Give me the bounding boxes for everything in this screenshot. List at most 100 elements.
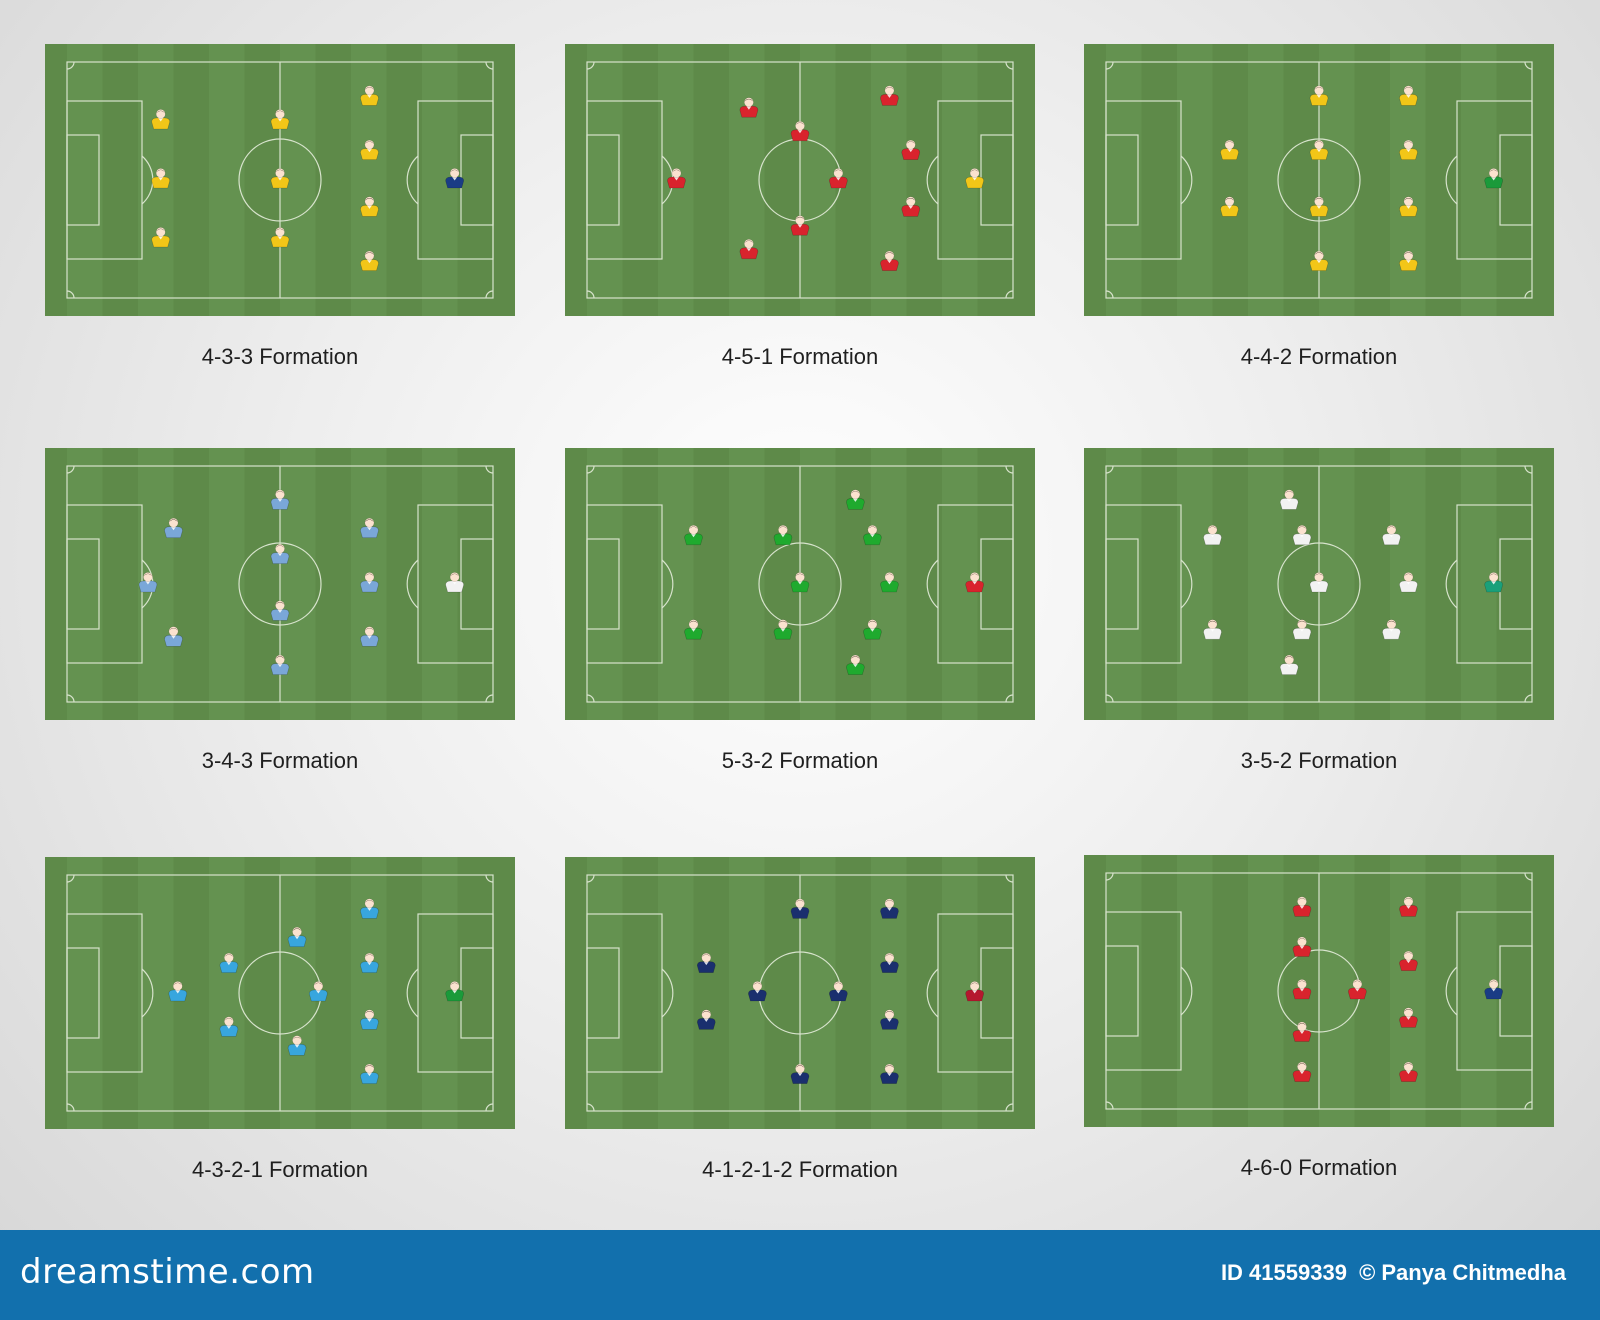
player-collar <box>972 581 978 585</box>
corner-arc <box>1005 465 1014 474</box>
player-collar <box>277 663 283 668</box>
player-hair <box>1314 573 1324 577</box>
player-marker <box>880 952 899 973</box>
player-marker <box>151 168 171 189</box>
player-collar <box>780 628 786 632</box>
player-hair <box>1297 1023 1307 1026</box>
formation-title: 4-5-1 Formation <box>721 344 879 369</box>
player-marker <box>901 196 921 217</box>
player-marker <box>1203 619 1222 640</box>
player-marker <box>880 1009 899 1030</box>
formation-title: 3-4-3 Formation <box>201 748 359 773</box>
player-collar <box>1405 1016 1411 1020</box>
corner-arc <box>586 61 595 70</box>
corner-arc <box>1524 872 1533 881</box>
player-hair <box>701 954 711 958</box>
player-collar <box>691 533 696 538</box>
player-shirt <box>863 627 882 640</box>
player-head <box>364 85 375 96</box>
player-head <box>778 619 788 630</box>
player-collar <box>852 498 858 502</box>
pitch-stripe <box>1106 44 1142 316</box>
player-marker <box>684 524 703 546</box>
player-marker <box>829 981 848 1002</box>
player-hair <box>1297 980 1307 984</box>
corner-arc <box>586 874 595 883</box>
player-marker <box>1309 572 1329 593</box>
player-shirt <box>829 176 848 189</box>
player-marker <box>1399 1061 1418 1082</box>
player-shirt <box>1484 176 1503 189</box>
player-head <box>364 626 375 637</box>
corner-arc <box>1105 290 1114 299</box>
player-collar <box>1316 94 1322 98</box>
player-collar <box>452 990 458 994</box>
player-marker <box>880 85 899 106</box>
player-marker <box>360 572 379 593</box>
player-hair <box>156 228 166 232</box>
player-hair <box>275 169 285 173</box>
player-marker <box>880 1063 899 1084</box>
player-head <box>1386 619 1397 630</box>
player-shirt <box>1292 987 1312 1000</box>
player-collar <box>886 1018 892 1022</box>
player-head <box>1403 85 1414 96</box>
player-marker <box>270 168 290 189</box>
player-marker <box>790 215 810 236</box>
player-head <box>744 238 754 249</box>
player-marker <box>164 626 183 647</box>
player-hair <box>1297 938 1307 941</box>
player-collar <box>886 581 892 585</box>
player-hair <box>867 526 878 530</box>
player-shirt <box>445 989 464 1002</box>
player-marker <box>684 619 703 640</box>
player-shirt <box>138 580 158 593</box>
player-head <box>867 524 878 535</box>
player-shirt <box>1309 148 1329 160</box>
player-head <box>1403 572 1414 582</box>
player-hair <box>364 141 375 145</box>
player-shirt <box>1203 533 1222 546</box>
player-head <box>688 524 699 535</box>
player-shirt <box>965 989 984 1002</box>
center-circle <box>238 542 322 626</box>
player-shirt <box>360 205 379 217</box>
player-marker <box>863 524 882 546</box>
player-hair <box>143 573 153 577</box>
player-hair <box>744 98 754 102</box>
player-shirt <box>1399 580 1418 593</box>
player-collar <box>366 526 372 531</box>
player-marker <box>1399 196 1418 217</box>
player-head <box>172 981 183 991</box>
player-marker <box>138 572 158 593</box>
player-hair <box>450 982 460 986</box>
goal-area-left <box>1105 538 1139 630</box>
player-hair <box>1314 87 1324 90</box>
player-collar <box>366 581 372 585</box>
player-collar <box>835 177 841 181</box>
pitch-stripe <box>658 857 694 1129</box>
player-shirt <box>965 176 984 189</box>
player-head <box>449 981 460 991</box>
goalkeeper-marker <box>965 168 984 189</box>
penalty-arc-right <box>406 155 419 205</box>
player-marker <box>829 168 848 189</box>
corner-arc <box>1524 465 1533 474</box>
player-marker <box>863 619 882 640</box>
player-shirt <box>880 1072 899 1084</box>
player-marker <box>1292 896 1312 917</box>
author-credit: © Panya Chitmedha <box>1359 1260 1566 1285</box>
penalty-arc-right <box>406 968 419 1018</box>
player-shirt <box>1220 148 1239 160</box>
player-shirt <box>846 663 865 675</box>
player-head <box>1207 524 1218 535</box>
player-hair <box>906 198 916 201</box>
formation-title: 4-3-3 Formation <box>201 344 359 369</box>
corner-arc <box>485 874 494 883</box>
player-shirt <box>1399 259 1418 271</box>
player-head <box>224 1016 234 1027</box>
player-collar <box>797 224 803 228</box>
player-collar <box>869 533 875 538</box>
player-collar <box>158 177 164 181</box>
pitch-stripe <box>1390 44 1426 316</box>
